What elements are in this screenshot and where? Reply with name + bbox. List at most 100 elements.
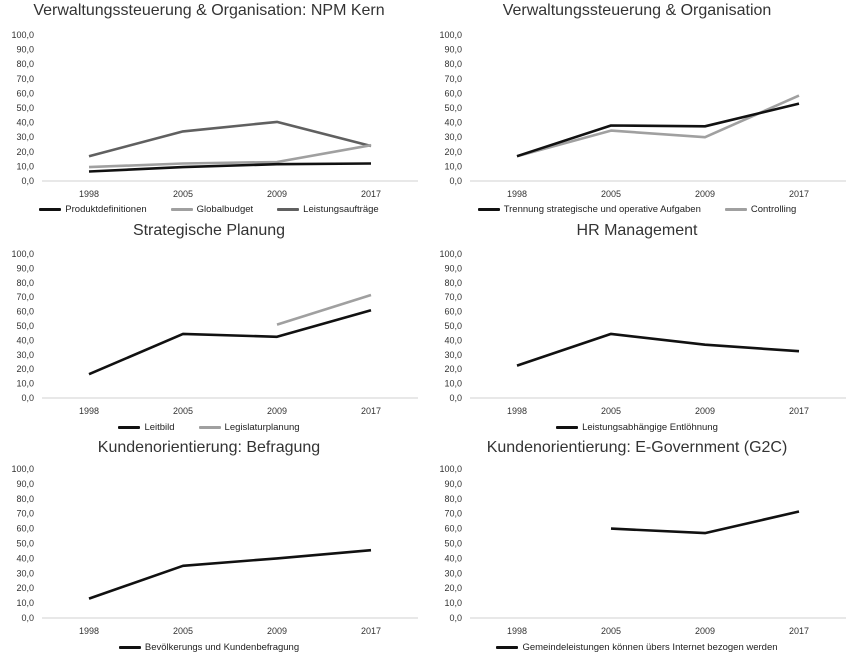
y-tick-label: 90,0 bbox=[16, 479, 34, 489]
y-tick-label: 40,0 bbox=[444, 118, 462, 128]
y-tick-label: 20,0 bbox=[16, 364, 34, 374]
chart-plot: 0,0 10,0 20,0 30,0 40,0 50,0 60,0 70,0 80,0 90,0 1… bbox=[11, 464, 418, 636]
y-tick-label: 10,0 bbox=[444, 598, 462, 608]
y-tick-label: 100,0 bbox=[439, 249, 462, 259]
y-tick-label: 60,0 bbox=[16, 307, 34, 317]
legend-swatch bbox=[277, 207, 300, 211]
legend-item: Controlling bbox=[724, 204, 797, 215]
legend-item: Leistungsaufträge bbox=[277, 204, 379, 215]
legend-swatch bbox=[556, 425, 579, 429]
chart-panel-befragung: Kundenorientierung: Befragung 0,0 10,0 20,… bbox=[0, 437, 418, 653]
y-tick-label: 70,0 bbox=[444, 509, 462, 519]
x-tick-label: 1998 bbox=[79, 189, 99, 199]
y-tick-label: 0,0 bbox=[21, 176, 34, 186]
chart-legend: Leitbild Legislaturplanung bbox=[0, 422, 418, 433]
legend-item: Bevölkerungs und Kundenbefragung bbox=[118, 642, 300, 653]
legend-label: Legislaturplanung bbox=[224, 422, 300, 433]
legend-item: Produktdefinitionen bbox=[39, 204, 147, 215]
y-tick-label: 60,0 bbox=[444, 88, 462, 98]
legend-swatch bbox=[198, 425, 221, 429]
x-tick-label: 2009 bbox=[695, 406, 715, 416]
legend-swatch bbox=[477, 207, 500, 211]
chart-plot: 0,0 10,0 20,0 30,0 40,0 50,0 60,0 70,0 80,0 90,0 1… bbox=[439, 464, 846, 636]
legend-swatch bbox=[724, 207, 747, 211]
legend-swatch bbox=[170, 207, 193, 211]
y-tick-label: 40,0 bbox=[16, 553, 34, 563]
y-tick-label: 100,0 bbox=[11, 249, 34, 259]
chart-legend: Trennung strategische und operative Aufg… bbox=[428, 204, 846, 215]
y-tick-label: 40,0 bbox=[16, 118, 34, 128]
y-tick-label: 20,0 bbox=[444, 364, 462, 374]
y-tick-label: 50,0 bbox=[16, 103, 34, 113]
chart-legend: Produktdefinitionen Globalbudget Leistungs… bbox=[0, 204, 418, 215]
x-tick-label: 2005 bbox=[173, 189, 193, 199]
y-tick-label: 90,0 bbox=[444, 479, 462, 489]
legend-label: Leistungsabhängige Entlöhnung bbox=[582, 422, 718, 433]
chart-title: Kundenorientierung: E-Government (G2C) bbox=[486, 439, 788, 456]
y-tick-label: 70,0 bbox=[16, 74, 34, 84]
chart-panel-verwaltungssteuerung: Verwaltungssteuerung & Organisation 0,0 1… bbox=[428, 0, 846, 215]
series-line bbox=[516, 94, 800, 158]
y-tick-label: 30,0 bbox=[16, 350, 34, 360]
y-tick-label: 70,0 bbox=[16, 292, 34, 302]
legend-item: Leistungsabhängige Entlöhnung bbox=[556, 422, 718, 433]
chart-plot: 0,0 10,0 20,0 30,0 40,0 50,0 60,0 70,0 80,0 90,0 1… bbox=[439, 30, 846, 199]
y-tick-label: 30,0 bbox=[444, 132, 462, 142]
x-tick-label: 2017 bbox=[361, 406, 381, 416]
y-tick-label: 60,0 bbox=[16, 88, 34, 98]
y-tick-label: 80,0 bbox=[444, 59, 462, 69]
chart-title: Strategische Planung bbox=[132, 222, 286, 239]
legend-label: Bevölkerungs und Kundenbefragung bbox=[144, 642, 300, 653]
legend-item: Legislaturplanung bbox=[198, 422, 300, 433]
series-line bbox=[516, 102, 800, 158]
chart-panel-npm-kern: Verwaltungssteuerung & Organisation: NPM… bbox=[0, 0, 418, 215]
x-tick-label: 2005 bbox=[173, 626, 193, 636]
y-tick-label: 90,0 bbox=[16, 45, 34, 55]
legend-swatch bbox=[496, 645, 519, 649]
y-tick-label: 80,0 bbox=[444, 494, 462, 504]
legend-swatch bbox=[118, 425, 141, 429]
series-line bbox=[276, 293, 372, 326]
chart-title: Verwaltungssteuerung & Organisation bbox=[502, 2, 772, 19]
x-tick-label: 2017 bbox=[789, 406, 809, 416]
x-tick-label: 1998 bbox=[507, 406, 527, 416]
y-tick-label: 10,0 bbox=[444, 161, 462, 171]
legend-label: Produktdefinitionen bbox=[65, 204, 147, 215]
y-tick-label: 80,0 bbox=[16, 494, 34, 504]
legend-item: Leitbild bbox=[118, 422, 175, 433]
y-tick-label: 40,0 bbox=[16, 335, 34, 345]
series-line bbox=[88, 143, 372, 169]
legend-label: Trennung strategische und operative Aufg… bbox=[503, 204, 701, 215]
legend-label: Controlling bbox=[750, 204, 797, 215]
chart-legend: Bevölkerungs und Kundenbefragung bbox=[0, 642, 418, 653]
y-tick-label: 0,0 bbox=[21, 613, 34, 623]
legend-swatch bbox=[39, 207, 62, 211]
y-tick-label: 100,0 bbox=[439, 464, 462, 474]
chart-title: Kundenorientierung: Befragung bbox=[97, 439, 321, 456]
legend-label: Globalbudget bbox=[196, 204, 254, 215]
y-tick-label: 0,0 bbox=[449, 176, 462, 186]
legend-label: Gemeindeleistungen können übers Internet… bbox=[522, 642, 778, 653]
x-tick-label: 2005 bbox=[601, 406, 621, 416]
y-tick-label: 10,0 bbox=[16, 161, 34, 171]
y-tick-label: 80,0 bbox=[444, 278, 462, 288]
y-tick-label: 0,0 bbox=[449, 393, 462, 403]
y-tick-label: 50,0 bbox=[16, 321, 34, 331]
legend-swatch bbox=[118, 645, 141, 649]
chart-plot: 0,0 10,0 20,0 30,0 40,0 50,0 60,0 70,0 80,0 90,0 1… bbox=[11, 249, 418, 416]
y-tick-label: 20,0 bbox=[444, 583, 462, 593]
y-tick-label: 30,0 bbox=[16, 132, 34, 142]
y-tick-label: 10,0 bbox=[444, 379, 462, 389]
y-tick-label: 70,0 bbox=[16, 509, 34, 519]
legend-item: Gemeindeleistungen können übers Internet… bbox=[496, 642, 778, 653]
y-tick-label: 50,0 bbox=[444, 321, 462, 331]
y-tick-label: 30,0 bbox=[16, 568, 34, 578]
x-tick-label: 2009 bbox=[695, 626, 715, 636]
chart-panel-strategische-planung: Strategische Planung 0,0 10,0 20,0 30,0 40,0… bbox=[0, 220, 418, 433]
y-tick-label: 10,0 bbox=[16, 379, 34, 389]
chart-panel-hr-management: HR Management 0,0 10,0 20,0 30,0 40,0 50,0 60,… bbox=[428, 220, 846, 433]
y-tick-label: 40,0 bbox=[444, 553, 462, 563]
y-tick-label: 90,0 bbox=[444, 45, 462, 55]
legend-item: Globalbudget bbox=[170, 204, 254, 215]
y-tick-label: 20,0 bbox=[444, 147, 462, 157]
